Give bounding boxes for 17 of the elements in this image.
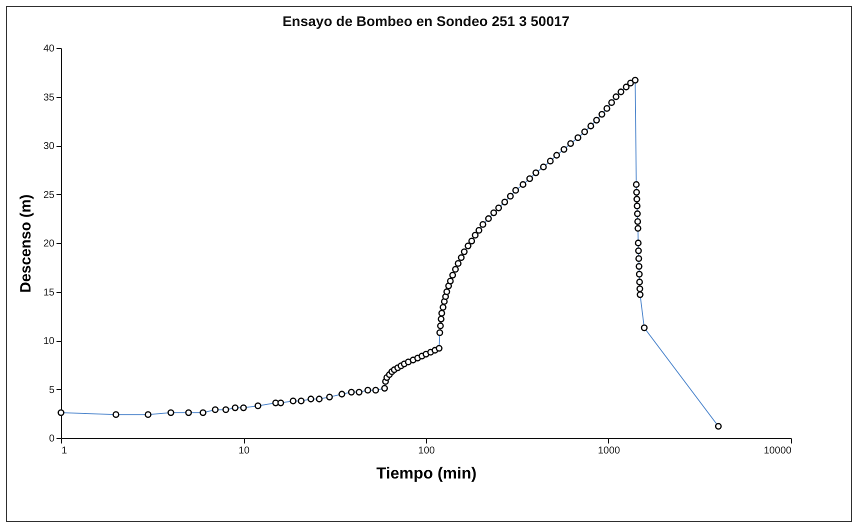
y-tick-label: 5 <box>48 384 55 396</box>
chart-title: Ensayo de Bombeo en Sondeo 251 3 50017 <box>282 13 570 29</box>
y-tick-label: 15 <box>43 287 55 298</box>
y-axis-title: Descenso (m) <box>17 194 34 293</box>
y-tick-label: 35 <box>43 92 55 104</box>
x-tick-label: 10000 <box>764 446 792 456</box>
x-tick-label: 1000 <box>598 446 621 456</box>
x-tick-label: 1 <box>62 446 68 456</box>
x-tick-label: 10 <box>238 446 250 456</box>
y-tick-label: 0 <box>48 434 55 444</box>
y-tick-label: 40 <box>43 44 55 54</box>
x-tick-label: 100 <box>418 446 436 456</box>
y-tick-label: 20 <box>43 238 55 250</box>
x-axis-title: Tiempo (min) <box>376 466 477 482</box>
y-tick-label: 25 <box>43 190 55 201</box>
y-tick-label: 30 <box>43 141 55 152</box>
y-tick-label: 10 <box>43 336 55 347</box>
